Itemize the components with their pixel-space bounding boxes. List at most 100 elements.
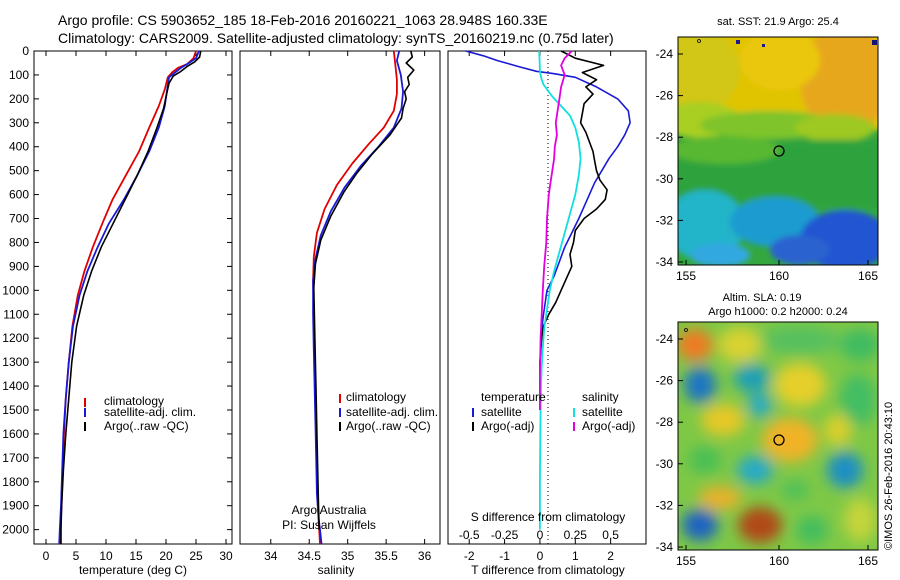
- series-line: [538, 50, 582, 530]
- depth-tick-label: 1000: [2, 283, 29, 297]
- map-y-tick-label: -34: [656, 255, 674, 269]
- argo-float-marker: [773, 145, 785, 157]
- x-tick-label: -1: [499, 549, 510, 563]
- depth-tick-label: 1500: [2, 403, 29, 417]
- x-tick-label: 30: [219, 549, 233, 563]
- map-y-tick-label: -32: [656, 213, 674, 227]
- map-y-tick-label: -28: [656, 415, 674, 429]
- depth-tick-label: 1400: [2, 379, 29, 393]
- depth-tick-labels: 0 100 200 300 400 500 600 700 800 900 1000 1100 1200…: [2, 44, 232, 537]
- imos-credit: ©IMOS 26-Feb-2016 20:43:10: [883, 402, 895, 550]
- depth-tick-label: 600: [9, 188, 29, 202]
- legend-label-satellite: satellite-adj. clim.: [346, 405, 438, 419]
- legend-label-s-argo: Argo(-adj): [582, 419, 635, 433]
- depth-tick-label: 400: [9, 140, 29, 154]
- credit-argo-australia: Argo Australia: [292, 503, 367, 517]
- map-x-tick-label: 160: [769, 269, 789, 283]
- temperature-axes-frame: [33, 50, 233, 545]
- depth-tick-label: 1300: [2, 355, 29, 369]
- series-line: [539, 50, 573, 410]
- map-x-tick-label: 160: [769, 554, 789, 568]
- s-tick-label: 0.5: [602, 528, 619, 542]
- legend-label-argo: Argo(..raw -QC): [346, 419, 431, 433]
- depth-tick-label: 1700: [2, 451, 29, 465]
- s-difference-label: S difference from climatology: [471, 510, 626, 524]
- small-marker: [684, 328, 688, 332]
- map-y-tick-label: -26: [656, 374, 674, 388]
- x-tick-label: 35.5: [374, 549, 398, 563]
- salinity-panel: 34 34.5 35 35.5 36 salinity climatology sate…: [239, 50, 441, 577]
- map-x-tick-label: 165: [858, 554, 878, 568]
- map-x-tick-label: 165: [858, 269, 878, 283]
- x-tick-label: 25: [189, 549, 203, 563]
- depth-tick-label: 100: [9, 68, 29, 82]
- salinity-axes-frame: [239, 50, 441, 545]
- x-tick-label: 34.5: [298, 549, 322, 563]
- map-x-tick-label: 155: [676, 269, 696, 283]
- argo-float-marker: [773, 434, 785, 446]
- map-y-tick-label: -30: [656, 457, 674, 471]
- sla-image: [678, 322, 878, 550]
- difference-series: [465, 50, 631, 530]
- legend-label-satellite: satellite-adj. clim.: [104, 405, 196, 419]
- depth-tick-label: 0: [22, 44, 29, 58]
- depth-tick-label: 300: [9, 116, 29, 130]
- sst-map-frame: [677, 36, 879, 266]
- x-tick-label: 1: [572, 549, 579, 563]
- t-difference-label: T difference from climatology: [471, 563, 625, 577]
- temperature-x-ticks: 0 5 10 15 20 25 30: [43, 51, 233, 563]
- x-tick-label: 2: [607, 549, 614, 563]
- series-line: [58, 50, 200, 545]
- salinity-legend: climatology satellite-adj. clim. Argo(..…: [339, 390, 438, 433]
- depth-tick-label: 200: [9, 92, 29, 106]
- header-line-1: Argo profile: CS 5903652_185 18-Feb-2016…: [58, 12, 548, 28]
- sst-map-ticks: 155 160 165 -24 -26 -28 -30 -32 -34: [656, 47, 879, 283]
- sla-map: Altim. SLA: 0.19 Argo h1000: 0.2 h2000: …: [656, 292, 879, 568]
- map-y-tick-label: -34: [656, 540, 674, 554]
- sst-map: sat. SST: 21.9 Argo: 25.4: [656, 16, 879, 283]
- depth-tick-label: 1600: [2, 427, 29, 441]
- sst-image: [678, 37, 878, 265]
- x-tick-label: 15: [129, 549, 143, 563]
- sst-map-title: sat. SST: 21.9 Argo: 25.4: [717, 16, 839, 28]
- salinity-xlabel: salinity: [318, 563, 355, 577]
- salinity-series: [312, 50, 415, 545]
- sla-map-title-1: Altim. SLA: 0.19: [723, 292, 802, 304]
- s-tick-label: 0: [537, 528, 544, 542]
- small-marker: [697, 39, 701, 43]
- depth-tick-label: 900: [9, 259, 29, 273]
- temperature-series: [58, 50, 202, 545]
- salinity-x-ticks: 34 34.5 35 35.5 36: [264, 51, 432, 563]
- series-line: [312, 50, 415, 530]
- legend-header-salinity: salinity: [582, 390, 619, 404]
- x-tick-label: 35: [341, 549, 355, 563]
- temperature-panel: 0100200300400500600700800900100011001200…: [2, 44, 233, 577]
- depth-tick-label: 1100: [3, 307, 29, 321]
- x-tick-label: 34: [264, 549, 278, 563]
- map-y-tick-label: -24: [656, 47, 674, 61]
- legend-label-s-satellite: satellite: [582, 405, 623, 419]
- series-line: [60, 50, 202, 544]
- map-x-tick-label: 155: [676, 554, 696, 568]
- series-line: [312, 50, 405, 545]
- depth-tick-label: 1900: [2, 499, 29, 513]
- credit-pi: PI: Susan Wijffels: [282, 518, 376, 532]
- x-tick-label: 5: [73, 549, 80, 563]
- x-tick-label: 10: [99, 549, 113, 563]
- series-line: [539, 50, 608, 386]
- map-y-tick-label: -30: [656, 172, 674, 186]
- difference-x-ticks: -2 -1 0 1 2 -0.5 -0.25 0 0.25 0.5: [459, 51, 619, 563]
- x-tick-label: 0: [43, 549, 50, 563]
- difference-axes-frame: [447, 50, 647, 545]
- difference-legend: temperature salinity satellite Argo(-adj…: [472, 390, 635, 433]
- depth-tick-label: 2000: [2, 523, 29, 537]
- map-y-tick-label: -32: [656, 498, 674, 512]
- s-tick-label: -0.25: [491, 528, 519, 542]
- depth-tick-label: 800: [9, 235, 29, 249]
- map-y-tick-label: -26: [656, 89, 674, 103]
- legend-label-argo: Argo(..raw -QC): [104, 419, 189, 433]
- temperature-legend: climatology satellite-adj. clim. Argo(..…: [84, 394, 196, 433]
- x-tick-label: 0: [537, 549, 544, 563]
- header-line-2: Climatology: CARS2009. Satellite-adjuste…: [58, 30, 614, 46]
- x-tick-label: 20: [159, 549, 173, 563]
